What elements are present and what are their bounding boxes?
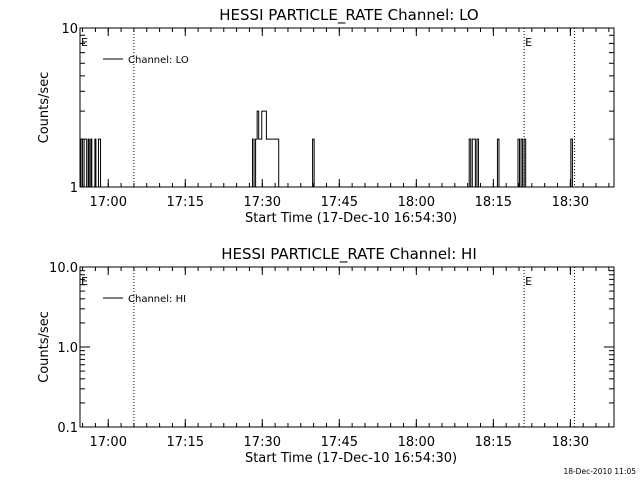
panel-lo: HESSI PARTICLE_RATE Channel: LO 17:00 17:1…: [37, 6, 615, 226]
x-tick-label: 17:45: [321, 195, 358, 210]
x-tick-label: 18:00: [398, 435, 435, 450]
x-tick-label: 18:15: [475, 195, 512, 210]
plot-frame: [79, 27, 615, 188]
legend-entry: Channel: LO: [128, 55, 189, 66]
series-line: [80, 110, 573, 187]
x-tick-label: 18:30: [552, 435, 589, 450]
event-marker-label: E: [525, 275, 532, 288]
y-tick-label: 1: [70, 181, 78, 196]
x-tick-label: 18:15: [475, 435, 512, 450]
event-marker-label: E: [525, 36, 532, 49]
panel-hi: HESSI PARTICLE_RATE Channel: HI 17:00 17:1…: [37, 245, 615, 466]
corner-marker: E: [81, 275, 88, 288]
y-axis-label: Counts/sec: [37, 72, 52, 144]
corner-marker: E: [81, 36, 88, 49]
chart-title: HESSI PARTICLE_RATE Channel: LO: [219, 6, 478, 25]
x-tick-label: 17:30: [244, 195, 281, 210]
x-tick-label: 17:15: [167, 435, 204, 450]
x-tick-label: 17:30: [244, 435, 281, 450]
x-axis-label: Start Time (17-Dec-10 16:54:30): [245, 451, 457, 466]
x-tick-label: 17:45: [321, 435, 358, 450]
x-axis-label: Start Time (17-Dec-10 16:54:30): [245, 211, 457, 226]
x-tick-label: 17:00: [90, 435, 127, 450]
y-tick-label: 1.0: [57, 341, 78, 356]
x-tick-label: 17:15: [167, 195, 204, 210]
y-tick-label: 10: [61, 22, 78, 37]
chart-title: HESSI PARTICLE_RATE Channel: HI: [221, 245, 477, 264]
x-tick-label: 17:00: [90, 195, 127, 210]
x-tick-label: 18:30: [552, 195, 589, 210]
legend-entry: Channel: HI: [128, 294, 186, 305]
y-tick-label: 0.1: [57, 421, 78, 436]
y-tick-label: 10.0: [49, 261, 78, 276]
x-tick-label: 18:00: [398, 195, 435, 210]
y-axis-label: Counts/sec: [37, 311, 52, 383]
plot-frame: [79, 266, 615, 428]
footer-timestamp: 18-Dec-2010 11:05: [563, 467, 636, 476]
